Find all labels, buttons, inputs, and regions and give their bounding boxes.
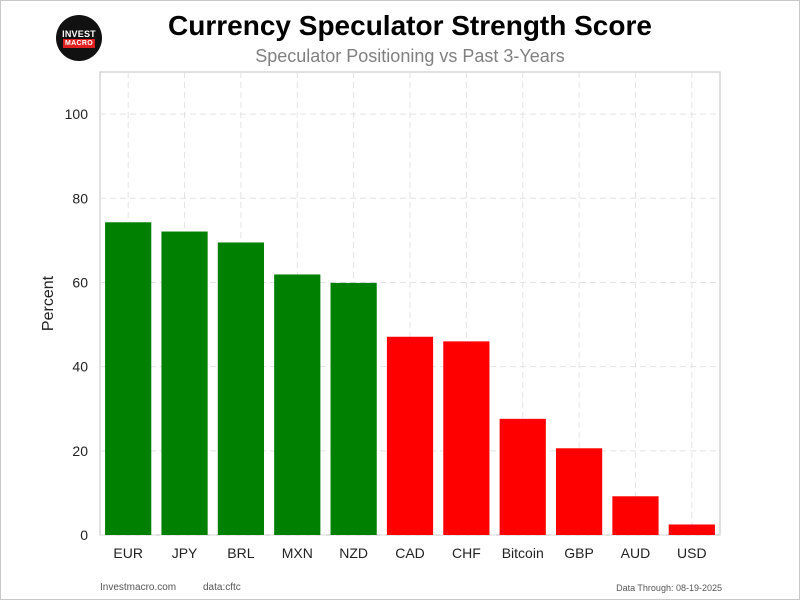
x-tick-label: GBP: [564, 545, 594, 561]
y-tick-label: 60: [72, 274, 88, 290]
bar-eur: [105, 222, 152, 536]
bar-mxn: [274, 274, 321, 535]
bar-brl: [217, 242, 265, 535]
logo-top-text: INVEST: [62, 28, 96, 39]
bar-nzd: [330, 282, 377, 535]
x-tick-label: AUD: [621, 545, 651, 561]
y-tick-label: 20: [72, 443, 88, 459]
footer-date: Data Through: 08-19-2025: [616, 583, 722, 593]
chart-title: Currency Speculator Strength Score: [168, 10, 652, 41]
x-tick-label: MXN: [282, 545, 313, 561]
x-tick-label: BRL: [227, 545, 254, 561]
bar-usd: [668, 524, 715, 535]
x-tick-label: Bitcoin: [502, 545, 544, 561]
y-tick-label: 0: [80, 527, 88, 543]
y-tick-label: 100: [65, 106, 89, 122]
x-tick-label: CHF: [452, 545, 481, 561]
investmacro-logo: INVEST MACRO: [56, 15, 102, 61]
y-tick-label: 80: [72, 190, 88, 206]
x-tick-label: USD: [677, 545, 707, 561]
bar-gbp: [555, 448, 603, 535]
footer-source: data:cftc: [203, 582, 241, 593]
x-tick-label: JPY: [172, 545, 198, 561]
logo-bottom-text: MACRO: [63, 38, 95, 48]
y-axis-label: Percent: [40, 275, 57, 331]
bar-aud: [612, 496, 659, 535]
footer-site: Investmacro.com: [100, 582, 177, 593]
bar-jpy: [161, 231, 208, 536]
x-tick-label: CAD: [395, 545, 425, 561]
chart-subtitle: Speculator Positioning vs Past 3-Years: [255, 46, 565, 66]
bar-chf: [443, 341, 490, 535]
y-tick-label: 40: [72, 359, 88, 375]
x-tick-label: NZD: [339, 545, 368, 561]
bar-bitcoin: [499, 418, 546, 535]
bar-cad: [386, 336, 434, 535]
x-tick-label: EUR: [113, 545, 143, 561]
